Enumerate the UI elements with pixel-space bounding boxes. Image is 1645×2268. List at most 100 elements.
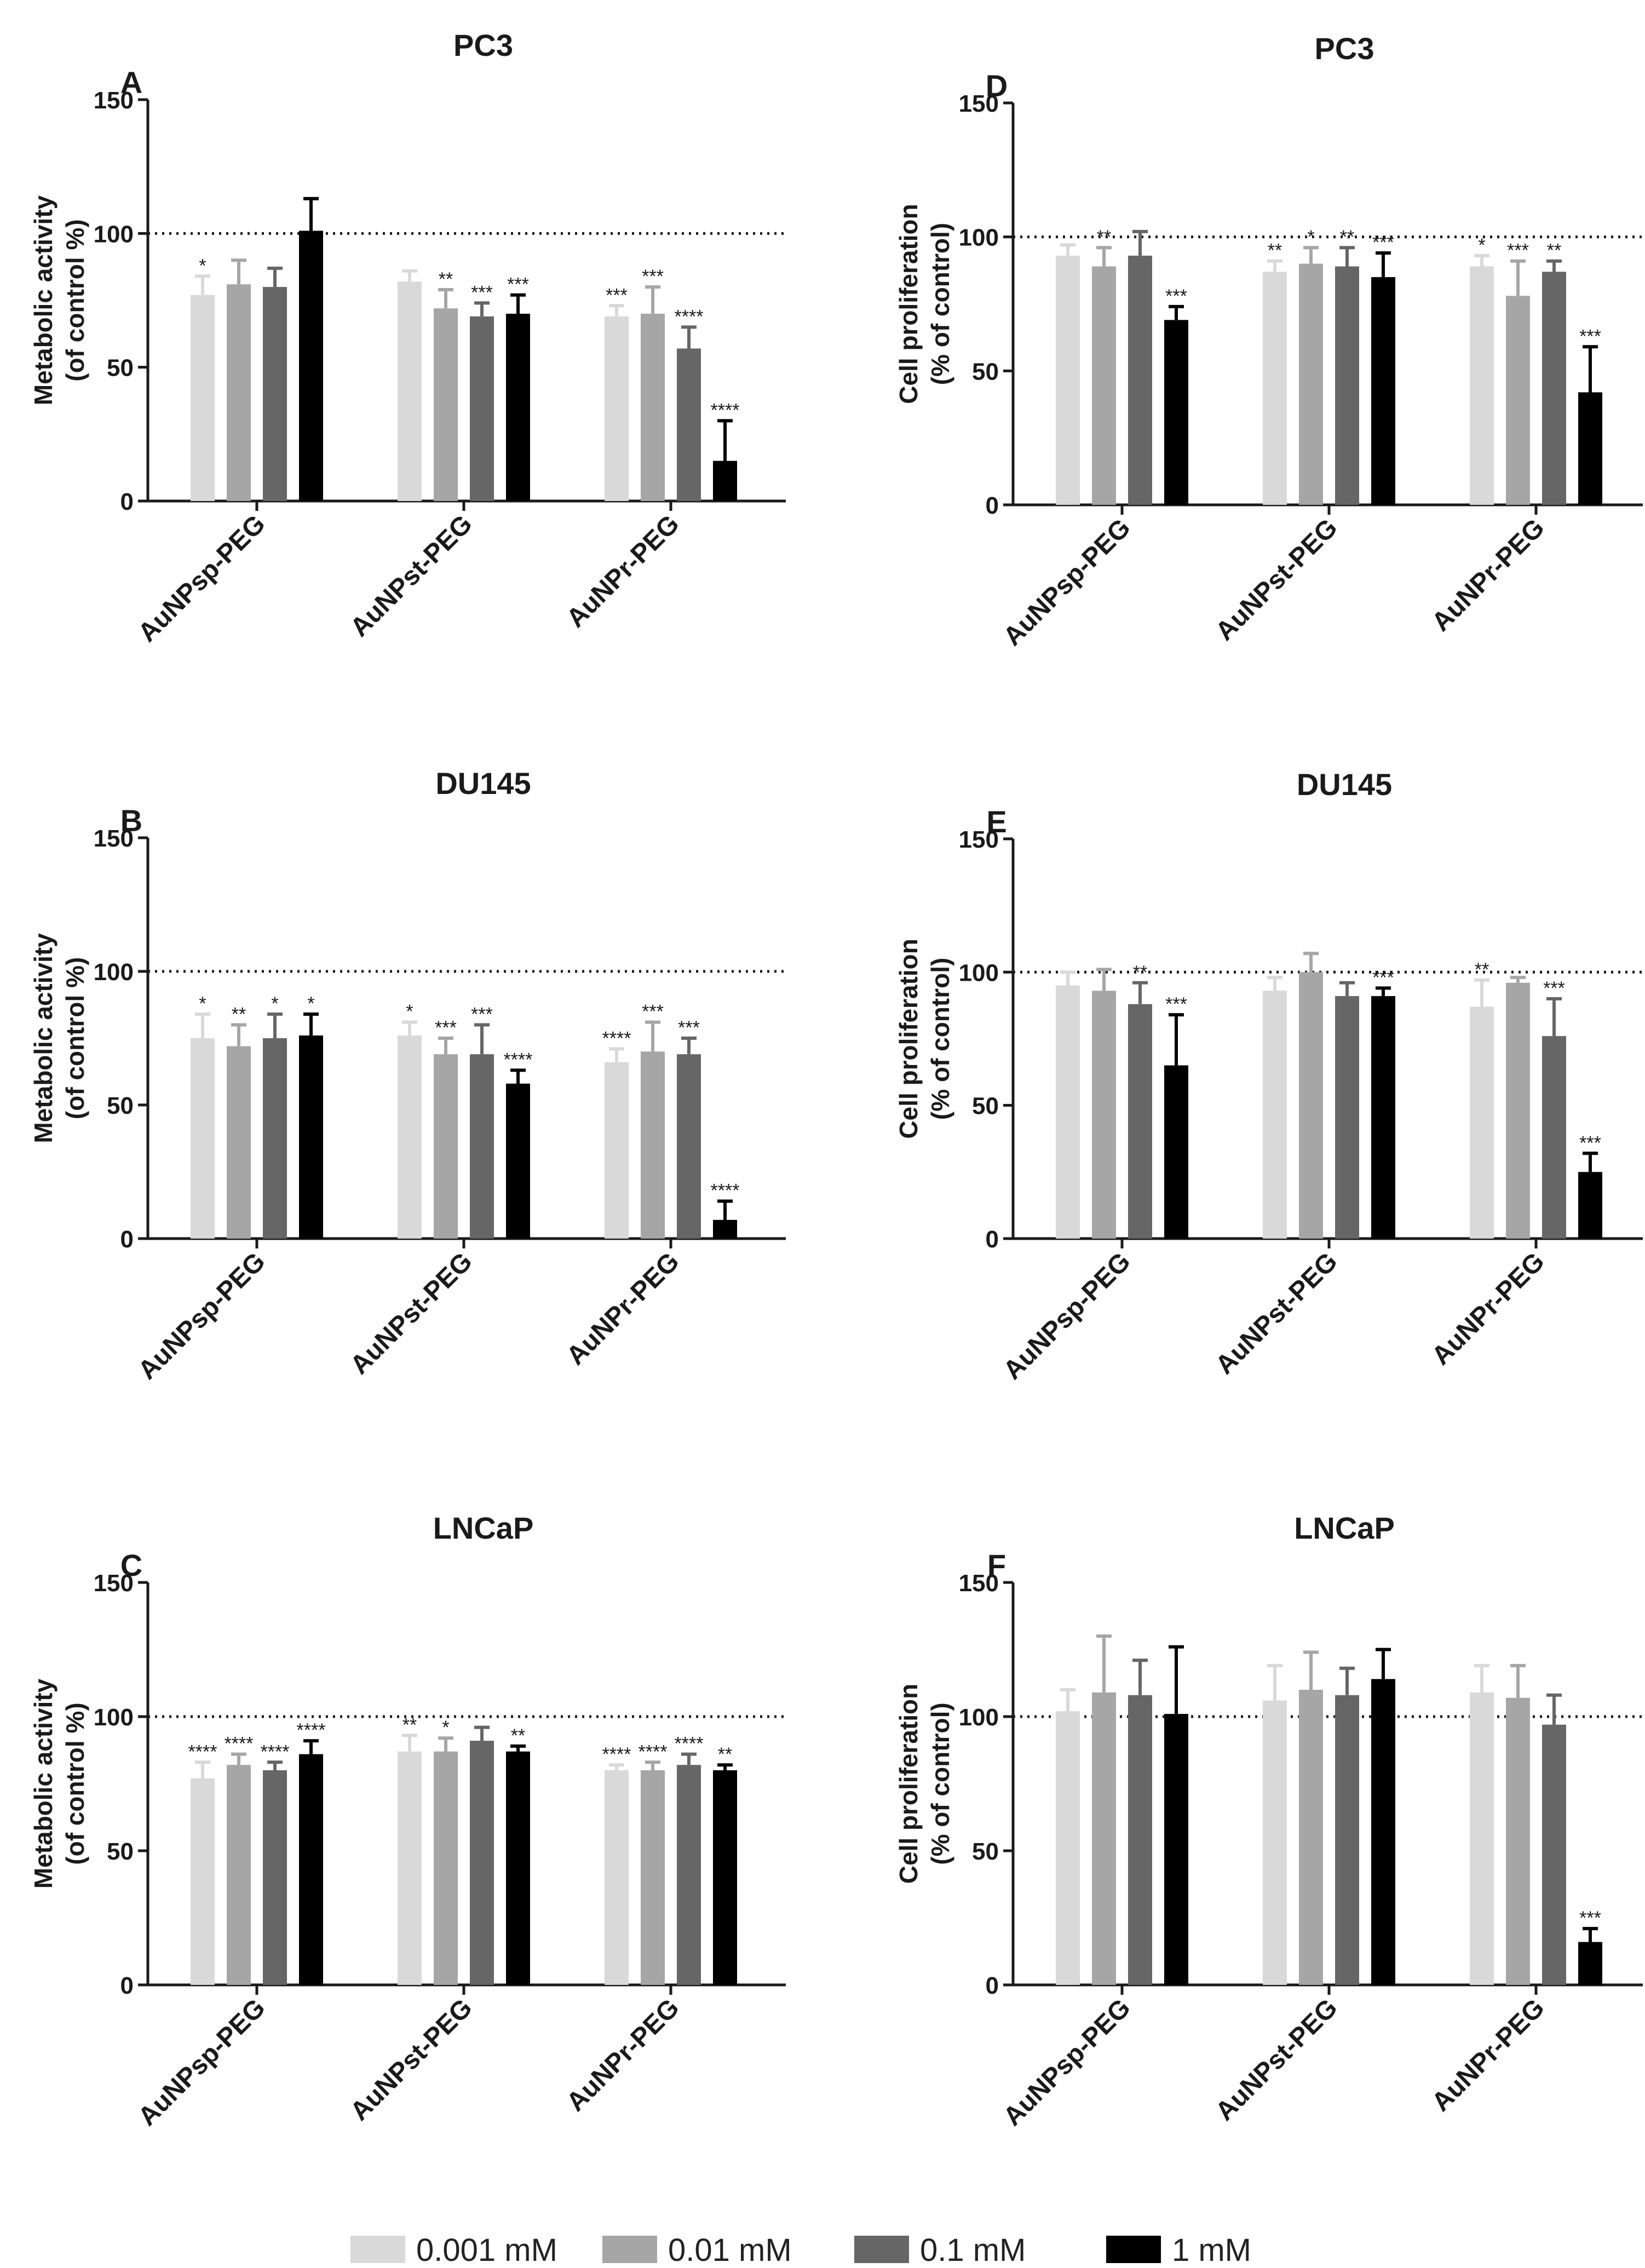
y-axis-label-line: (of control %): [61, 1702, 89, 1864]
legend-swatch-01: [854, 2236, 909, 2263]
bar: [263, 1770, 287, 1985]
panel-c: LNCaP C 0 50 100 150 Metabolic activity (of con…: [29, 1511, 786, 2132]
y-axis-label-line: (of control %): [61, 957, 89, 1119]
y-tick-label: 150: [959, 826, 999, 853]
bar: [1263, 272, 1287, 505]
significance-label: **: [1547, 240, 1561, 261]
bar: [1371, 277, 1395, 505]
significance-label: *: [406, 1001, 413, 1022]
significance-label: **: [1133, 962, 1147, 983]
chart-title: DU145: [1297, 767, 1392, 802]
bar: [506, 313, 530, 501]
y-axis-label: Cell proliferation (% of control): [894, 939, 954, 1138]
y-tick-label: 150: [94, 87, 134, 114]
bar: [263, 287, 287, 501]
legend-label-01: 0.1 mM: [920, 2232, 1026, 2268]
significance-label: ****: [297, 1720, 326, 1741]
bar: [605, 1062, 629, 1239]
significance-label: **: [1097, 227, 1111, 247]
y-tick-label: 150: [94, 1570, 134, 1597]
bar: [227, 284, 251, 501]
category-label: AuNPsp-PEG: [133, 509, 271, 647]
bar: [1092, 991, 1116, 1239]
y-axis-label: Cell proliferation (% of control): [894, 204, 954, 404]
bar: [1371, 1679, 1395, 1985]
bar: [1164, 1065, 1188, 1239]
bar: [1506, 296, 1530, 505]
bar: [1128, 1004, 1152, 1239]
bar: [1299, 263, 1323, 505]
significance-label: **: [718, 1744, 732, 1765]
y-tick-label: 100: [94, 1704, 134, 1731]
bar: [434, 1054, 458, 1239]
bar: [677, 348, 701, 501]
category-label: AuNPsp-PEG: [133, 1993, 271, 2131]
panel-letter: D: [986, 68, 1008, 103]
significance-label: *: [199, 993, 206, 1014]
significance-label: ***: [471, 1004, 493, 1025]
legend-label-001: 0.01 mM: [668, 2232, 792, 2268]
chart-title: LNCaP: [433, 1511, 534, 1545]
category-label: AuNPsp-PEG: [998, 513, 1136, 651]
bar: [434, 308, 458, 501]
chart-title: PC3: [453, 28, 513, 62]
panel-a: PC3 A 0 50 100 150 Metabolic activity (of contr…: [29, 28, 786, 648]
panel-letter: F: [987, 1548, 1006, 1582]
significance-label: ***: [435, 1017, 457, 1038]
bar: [1578, 392, 1602, 505]
y-tick-label: 100: [959, 1704, 999, 1731]
bar: [1263, 1700, 1287, 1985]
bar: [1299, 972, 1323, 1239]
panel-letter: E: [986, 804, 1006, 839]
y-tick-label: 0: [120, 1972, 134, 1999]
bar: [299, 1754, 323, 1985]
significance-label: **: [232, 1004, 246, 1025]
category-label: AuNPst-PEG: [1210, 1993, 1343, 2126]
category-label: AuNPst-PEG: [345, 1993, 478, 2126]
legend-swatch-1: [1106, 2236, 1161, 2263]
bar: [1164, 1714, 1188, 1985]
y-tick-label: 50: [972, 1838, 999, 1865]
y-tick-label: 100: [94, 959, 134, 986]
significance-label: ***: [1579, 1908, 1601, 1929]
bar: [434, 1751, 458, 1985]
bar: [1506, 982, 1530, 1239]
y-axis-label-line: (% of control): [926, 958, 954, 1120]
bar: [1470, 1692, 1494, 1985]
significance-label: ****: [188, 1741, 217, 1762]
category-label: AuNPr-PEG: [1427, 513, 1550, 637]
bar: [398, 1751, 422, 1985]
category-label: AuNPst-PEG: [1210, 513, 1343, 646]
y-tick-label: 50: [107, 355, 134, 382]
y-axis-label-line: Cell proliferation: [894, 1684, 923, 1884]
bar: [1542, 1036, 1566, 1239]
significance-label: **: [511, 1725, 525, 1746]
bar: [1092, 266, 1116, 505]
bar: [1335, 1695, 1359, 1985]
panel-letter: C: [120, 1548, 142, 1582]
bar: [641, 1770, 665, 1985]
bar: [263, 1038, 287, 1239]
significance-label: *: [1307, 227, 1314, 247]
significance-label: *: [271, 993, 278, 1014]
significance-label: *: [307, 993, 314, 1014]
bar: [1092, 1692, 1116, 1985]
bar: [1335, 266, 1359, 505]
bar: [677, 1765, 701, 1985]
significance-label: ****: [261, 1741, 290, 1762]
significance-label: ***: [1579, 326, 1601, 347]
bar: [641, 313, 665, 501]
bar: [470, 1054, 494, 1239]
significance-label: **: [439, 269, 453, 290]
bar: [1128, 1695, 1152, 1985]
bar: [1578, 1942, 1602, 1985]
y-tick-label: 100: [959, 959, 999, 986]
significance-label: **: [1475, 959, 1489, 980]
chart-title: LNCaP: [1294, 1511, 1395, 1545]
significance-label: ***: [507, 274, 529, 295]
y-axis-label-line: Cell proliferation: [894, 939, 923, 1138]
y-tick-label: 150: [94, 825, 134, 852]
bar: [227, 1765, 251, 1985]
legend-swatch-001: [602, 2236, 657, 2263]
bar: [299, 231, 323, 501]
